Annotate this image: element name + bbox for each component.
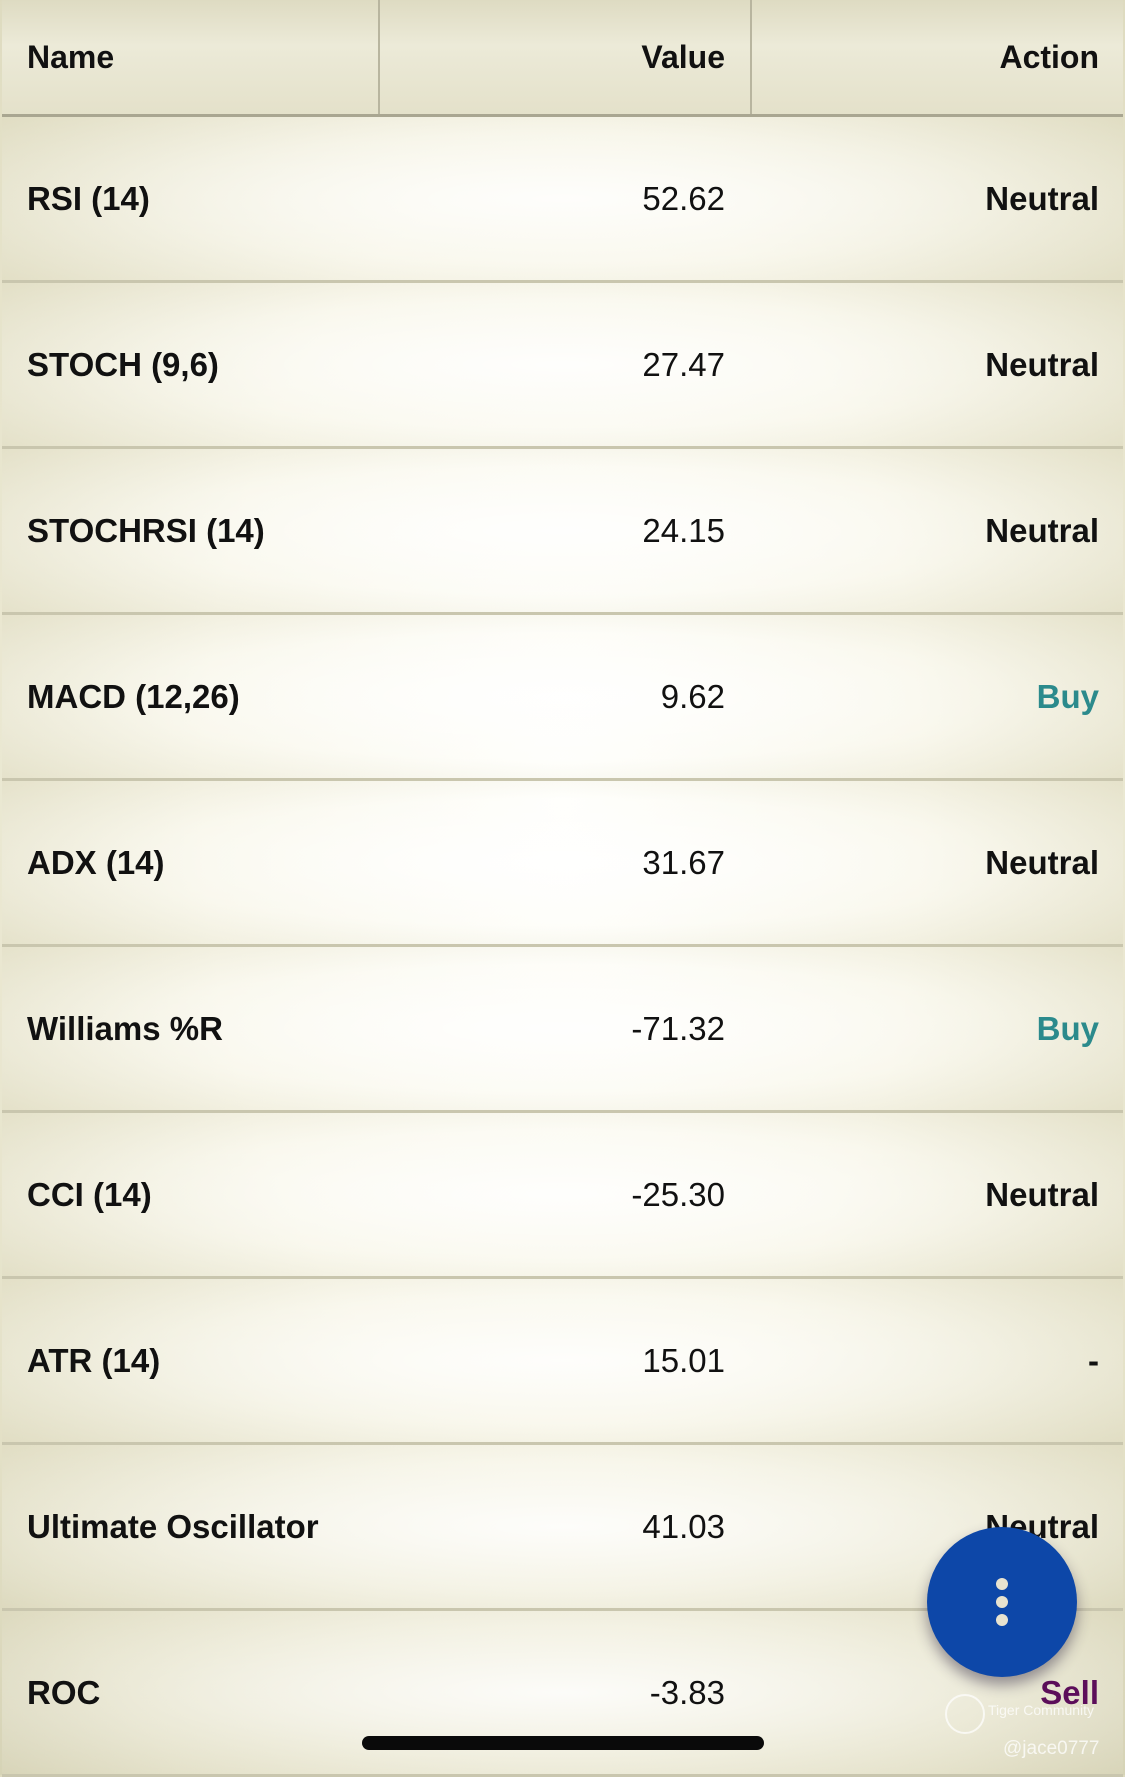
indicator-name: Williams %R	[27, 1009, 223, 1047]
column-divider	[378, 0, 380, 114]
indicator-action: Neutral	[985, 843, 1099, 881]
watermark-brand: Tiger Community	[988, 1702, 1095, 1718]
indicator-value: -25.30	[631, 1175, 725, 1213]
indicator-name: ADX (14)	[27, 843, 165, 881]
indicator-action: Buy	[1036, 1009, 1099, 1047]
table-row[interactable]: RSI (14) 52.62 Neutral	[2, 117, 1123, 283]
indicator-name: STOCH (9,6)	[27, 345, 219, 383]
table-row[interactable]: Williams %R -71.32 Buy	[2, 947, 1123, 1113]
indicator-action: Neutral	[985, 1175, 1099, 1213]
indicator-action: Neutral	[985, 345, 1099, 383]
indicator-value: 24.15	[642, 511, 725, 549]
indicator-value: 9.62	[660, 677, 725, 715]
table-row[interactable]: ADX (14) 31.67 Neutral	[2, 781, 1123, 947]
column-divider	[750, 0, 752, 114]
more-options-button[interactable]	[927, 1527, 1077, 1677]
table-row[interactable]: ATR (14) 15.01 -	[2, 1279, 1123, 1445]
indicator-action: -	[1088, 1341, 1099, 1379]
table-row[interactable]: STOCH (9,6) 27.47 Neutral	[2, 283, 1123, 449]
table-row[interactable]: CCI (14) -25.30 Neutral	[2, 1113, 1123, 1279]
indicator-value: 15.01	[642, 1341, 725, 1379]
home-indicator[interactable]	[362, 1736, 764, 1750]
table-row[interactable]: Ultimate Oscillator 41.03 Neutral	[2, 1445, 1123, 1611]
indicator-action: Neutral	[985, 179, 1099, 217]
indicator-value: 31.67	[642, 843, 725, 881]
indicator-value: -3.83	[649, 1673, 725, 1711]
header-name[interactable]: Name	[27, 38, 115, 75]
indicator-action: Buy	[1036, 677, 1099, 715]
indicator-value: 52.62	[642, 179, 725, 217]
indicator-name: Ultimate Oscillator	[27, 1507, 319, 1545]
more-vertical-icon	[996, 1578, 1008, 1626]
indicator-name: ATR (14)	[27, 1341, 161, 1379]
indicator-name: ROC	[27, 1673, 101, 1711]
tiger-logo-icon	[945, 1694, 985, 1734]
indicator-name: MACD (12,26)	[27, 677, 240, 715]
indicator-value: 27.47	[642, 345, 725, 383]
indicator-name: STOCHRSI (14)	[27, 511, 265, 549]
indicator-value: -71.32	[631, 1009, 725, 1047]
header-action[interactable]: Action	[999, 38, 1099, 75]
table-row[interactable]: STOCHRSI (14) 24.15 Neutral	[2, 449, 1123, 615]
table-row[interactable]: MACD (12,26) 9.62 Buy	[2, 615, 1123, 781]
indicator-action: Neutral	[985, 511, 1099, 549]
indicator-action: Sell	[1040, 1673, 1099, 1711]
watermark-user: @jace0777	[1003, 1738, 1100, 1759]
header-value[interactable]: Value	[641, 38, 725, 75]
table-header: Name Value Action	[2, 0, 1123, 117]
indicator-value: 41.03	[642, 1507, 725, 1545]
indicator-name: CCI (14)	[27, 1175, 152, 1213]
indicator-name: RSI (14)	[27, 179, 150, 217]
